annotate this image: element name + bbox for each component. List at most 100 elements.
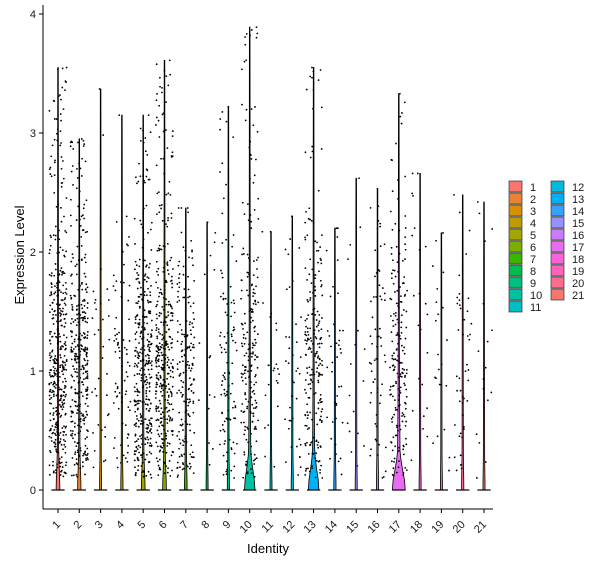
data-point — [165, 129, 167, 131]
data-point — [74, 355, 77, 358]
data-point — [49, 311, 51, 314]
data-point — [242, 247, 245, 250]
data-point — [159, 421, 162, 424]
data-point — [83, 348, 86, 351]
data-point — [91, 317, 94, 320]
data-point — [240, 342, 243, 345]
data-point — [170, 155, 173, 157]
data-point — [56, 68, 59, 71]
data-point — [155, 377, 158, 379]
data-point — [126, 437, 129, 439]
data-point — [143, 309, 146, 312]
data-point — [165, 437, 168, 440]
data-point — [181, 455, 184, 458]
data-point — [241, 364, 244, 367]
data-point — [264, 455, 267, 458]
data-point — [144, 364, 147, 367]
data-point — [78, 365, 81, 368]
data-point — [54, 159, 56, 162]
data-point — [462, 428, 465, 430]
data-point — [56, 294, 59, 297]
data-point — [243, 354, 246, 357]
legend-label: 16 — [572, 230, 584, 242]
data-point — [83, 422, 86, 425]
data-point — [169, 303, 172, 306]
data-point — [86, 306, 89, 309]
data-point — [79, 467, 82, 470]
data-point — [145, 427, 148, 430]
data-point — [49, 333, 51, 335]
data-point — [171, 130, 174, 132]
data-point — [149, 131, 152, 134]
data-point — [83, 315, 86, 318]
data-point — [70, 170, 73, 173]
data-point — [321, 234, 323, 237]
data-point — [316, 350, 318, 353]
data-point — [148, 451, 151, 453]
data-point — [398, 252, 401, 255]
legend-label: 5 — [530, 230, 536, 242]
data-point — [311, 268, 314, 271]
legend-swatch — [508, 204, 523, 217]
data-point — [75, 273, 78, 276]
data-point — [459, 389, 462, 392]
data-point — [73, 340, 76, 343]
data-point — [137, 362, 140, 364]
data-point — [162, 270, 165, 273]
data-point — [146, 442, 149, 444]
data-point — [405, 310, 408, 313]
data-point — [53, 118, 56, 120]
data-point — [117, 341, 120, 344]
data-point — [120, 444, 122, 447]
data-point — [316, 343, 319, 345]
data-point — [254, 106, 256, 108]
data-point — [252, 291, 255, 294]
x-tick-label: 4 — [114, 519, 127, 532]
legend-item-20: 20 — [550, 276, 584, 290]
data-point — [183, 335, 186, 338]
data-point — [253, 392, 256, 395]
data-point — [317, 249, 320, 252]
data-point — [49, 427, 52, 430]
data-point — [146, 264, 148, 267]
data-point — [373, 359, 376, 362]
data-point — [190, 367, 193, 370]
data-point — [246, 203, 249, 206]
data-point — [143, 327, 146, 329]
data-point — [169, 369, 172, 372]
data-point — [308, 346, 311, 349]
data-point — [168, 180, 171, 183]
data-point — [137, 469, 139, 472]
data-point — [382, 475, 385, 478]
data-point — [379, 336, 382, 339]
data-point — [241, 403, 244, 405]
data-point — [155, 326, 158, 329]
data-point — [233, 400, 236, 403]
data-point — [147, 114, 150, 117]
data-point — [187, 288, 190, 291]
data-point — [404, 402, 407, 405]
data-point — [234, 341, 237, 344]
data-point — [461, 402, 464, 404]
data-point — [394, 222, 397, 225]
data-point — [146, 299, 149, 302]
data-point — [155, 345, 158, 348]
data-point — [60, 324, 63, 327]
data-point — [378, 327, 381, 330]
data-point — [53, 100, 56, 103]
data-point — [112, 285, 115, 288]
data-point — [62, 434, 65, 437]
data-point — [136, 388, 139, 391]
data-point — [257, 301, 260, 304]
data-point — [269, 316, 272, 318]
legend-item-3: 3 — [508, 204, 536, 218]
data-point — [135, 446, 138, 449]
data-point — [241, 379, 244, 382]
data-point — [284, 418, 286, 421]
data-point — [116, 387, 119, 390]
data-point — [85, 353, 88, 356]
data-point — [255, 341, 257, 344]
data-point — [224, 311, 227, 314]
data-point — [309, 347, 312, 350]
data-point — [305, 392, 307, 394]
